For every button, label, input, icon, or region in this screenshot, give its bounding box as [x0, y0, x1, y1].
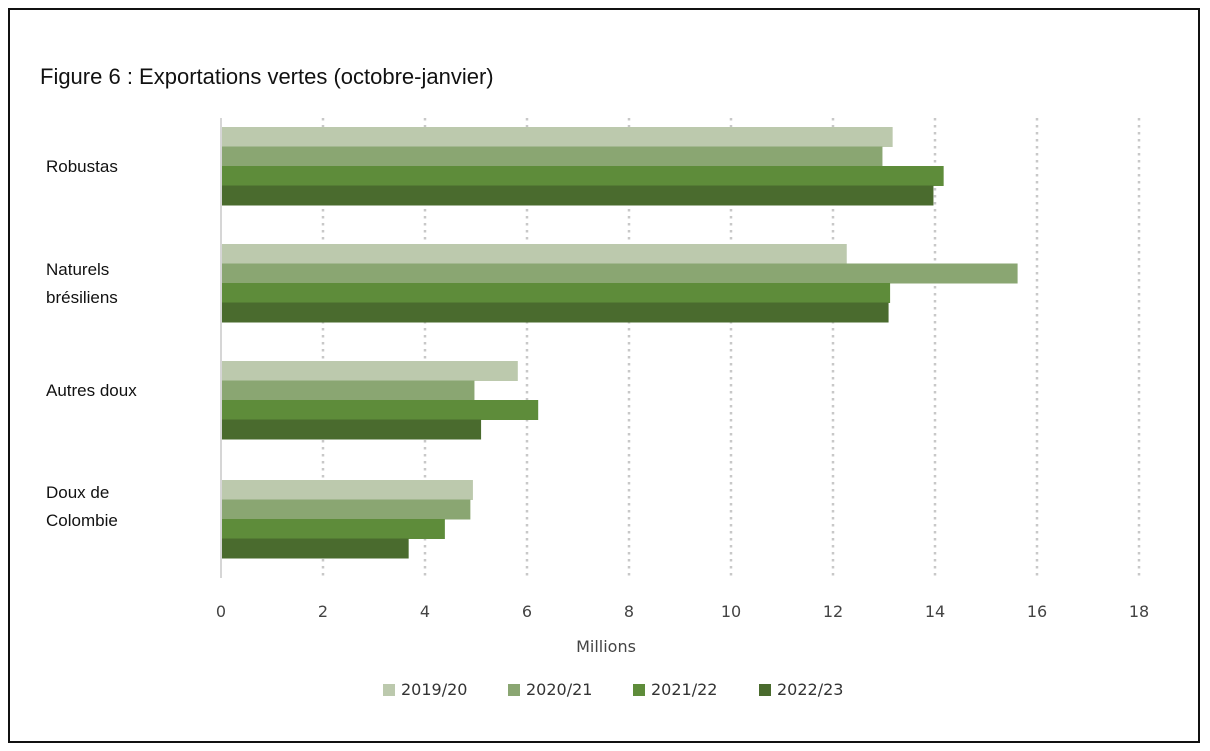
category-label-naturels-bresiliens: Naturels brésiliens [46, 260, 118, 307]
x-tick-label-2: 2 [318, 602, 328, 621]
legend-item-2020-21: 2020/21 [508, 680, 592, 699]
legend-item-2019-20: 2019/20 [383, 680, 467, 699]
legend-swatch-2021-22 [633, 683, 645, 696]
bar-2019-20-cat1 [222, 244, 847, 264]
bar-2020-21-cat0 [222, 146, 883, 167]
bar-2022-23-cat2 [222, 419, 482, 440]
bar-2022-23-cat0 [222, 185, 934, 206]
category-label-robustas: Robustas [46, 157, 118, 176]
legend-label-2019-20: 2019/20 [401, 680, 468, 699]
bar-2020-21-cat1 [222, 263, 1018, 284]
x-axis-title: Millions [576, 637, 636, 656]
legend-item-2022-23: 2022/23 [759, 680, 843, 699]
x-tick-label-12: 12 [823, 602, 843, 621]
x-tick-label-10: 10 [721, 602, 741, 621]
legend-swatch-2019-20 [383, 683, 395, 696]
legend-swatch-2022-23 [759, 683, 771, 696]
legend-label-2022-23: 2022/23 [777, 680, 844, 699]
bar-2022-23-cat1 [222, 302, 889, 323]
category-label-autres-doux: Autres doux [46, 381, 137, 400]
bar-2020-21-cat2 [222, 380, 475, 401]
x-tick-label-16: 16 [1027, 602, 1047, 621]
bar-2021-22-cat0 [222, 166, 944, 186]
bar-2020-21-cat3 [222, 499, 471, 520]
bar-2019-20-cat0 [222, 127, 893, 147]
x-tick-label-0: 0 [216, 602, 226, 621]
bar-2019-20-cat2 [222, 361, 518, 381]
legend: 2019/20 2020/21 2021/22 2022/23 [0, 680, 1210, 704]
legend-label-2021-22: 2021/22 [651, 680, 718, 699]
x-tick-label-4: 4 [420, 602, 430, 621]
bar-2022-23-cat3 [222, 538, 409, 559]
x-tick-label-8: 8 [624, 602, 634, 621]
category-label-doux-de-colombie: Doux de Colombie [46, 483, 118, 530]
bar-2021-22-cat1 [222, 283, 891, 303]
legend-swatch-2020-21 [508, 683, 520, 696]
x-tick-label-18: 18 [1129, 602, 1149, 621]
x-tick-label-6: 6 [522, 602, 532, 621]
chart-title: Figure 6 : Exportations vertes (octobre-… [40, 64, 494, 89]
bar-2021-22-cat3 [222, 519, 445, 539]
legend-item-2021-22: 2021/22 [633, 680, 717, 699]
bar-2019-20-cat3 [222, 480, 473, 500]
legend-label-2020-21: 2020/21 [526, 680, 593, 699]
x-tick-label-14: 14 [925, 602, 945, 621]
bar-2021-22-cat2 [222, 400, 539, 420]
